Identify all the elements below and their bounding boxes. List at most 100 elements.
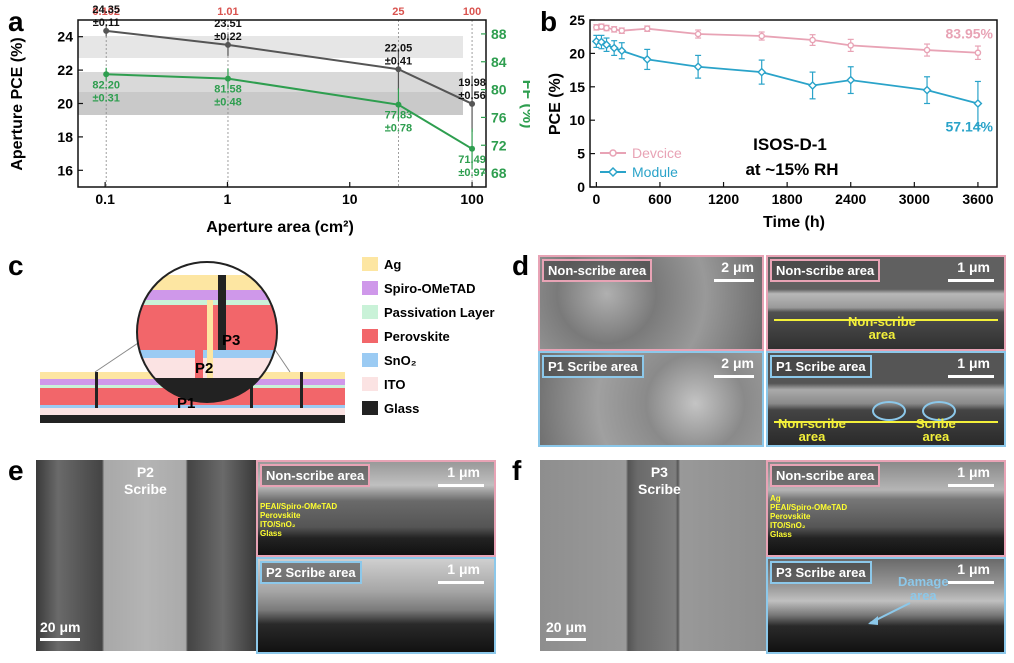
sem-e-nonscribe: Non-scribe area 1 μm PEAI/Spiro-OMeTAD Pe…	[256, 460, 496, 557]
sem-e-main: P2 Scribe 20 μm	[36, 460, 256, 651]
sem-d-tl-scale: 2 μm	[721, 259, 754, 275]
sem-d-p1-crosssection: P1 Scribe area 1 μm Non-scribe area Scrib…	[766, 351, 1006, 447]
sem-e-bottom-label: P2 Scribe area	[260, 561, 362, 584]
chart-a-xlabel: Aperture area (cm²)	[206, 219, 354, 236]
p3-label: P3	[222, 332, 240, 349]
legend-label: Ag	[384, 257, 401, 272]
b-point	[603, 24, 610, 32]
a-ytick-right-label: 68	[491, 165, 507, 181]
damage-arrow	[868, 602, 911, 625]
legend-label: Spiro-OMeTAD	[384, 281, 475, 296]
b-ytick-label: 0	[577, 179, 585, 195]
a-point	[395, 101, 402, 108]
sem-d-p1-topview: P1 Scribe area 2 μm	[538, 351, 764, 447]
a-data-label: 24.35 ±0.11	[92, 4, 120, 29]
b-end-label-1: 57.14%	[946, 119, 994, 135]
legend-label: SnO₂	[384, 353, 417, 368]
b-xtick-label: 3600	[962, 191, 993, 207]
b-xtick-label: 1200	[708, 191, 739, 207]
sem-e-layer-labels: PEAI/Spiro-OMeTAD Perovskite ITO/SnO₂ Glass	[260, 502, 338, 538]
sem-f-bottom-scale: 1 μm	[957, 561, 990, 577]
glass-layer	[40, 415, 345, 423]
b-point	[643, 25, 651, 32]
a-ytick-right-label: 72	[491, 137, 507, 153]
legend-swatch	[362, 281, 378, 295]
sem-f-bottom-label: P3 Scribe area	[770, 561, 872, 584]
chart-a-aperture-pce-ff: 0.102 1.01 25 100 0.1 1 10 100 16 18 20 22 24 68 72 76 8…	[9, 4, 530, 236]
a-ytick-right-label: 80	[491, 82, 507, 98]
sem-e-top-label: Non-scribe area	[260, 464, 371, 487]
panel-label-a: a	[8, 6, 24, 37]
sem-e-top-scale: 1 μm	[447, 464, 480, 480]
legend-module-label: Module	[632, 164, 678, 180]
legend-label: Perovskite	[384, 329, 450, 344]
sem-e-main-scale: 20 μm	[40, 619, 81, 635]
chart-b-annotation-line2: at ~15% RH	[745, 160, 838, 179]
b-point	[694, 30, 702, 38]
b-series-line-1	[596, 40, 979, 105]
b-point	[602, 40, 612, 50]
sem-d-bl-scalebar	[714, 375, 754, 378]
b-point	[596, 37, 606, 47]
a-point	[103, 27, 110, 34]
sno2-layer	[40, 405, 345, 408]
b-series-line-0	[596, 25, 978, 54]
b-point	[642, 54, 652, 64]
sem-e-top-scalebar	[438, 484, 484, 487]
b-point	[922, 85, 932, 95]
a-series-line-left	[106, 29, 473, 105]
legend-swatch	[362, 377, 378, 391]
p2-label: P2	[195, 360, 213, 377]
scribe-line-3	[300, 372, 303, 408]
sem-e-p2scribe: P2 Scribe area 1 μm	[256, 557, 496, 654]
sem-d-tr-scalebar	[948, 279, 994, 282]
ito-layer	[40, 408, 345, 415]
zoom-lens	[137, 262, 277, 402]
legend-label: Passivation Layer	[384, 305, 495, 320]
a-data-label: 82.20 ±0.31	[92, 79, 120, 104]
scribe-oval-2	[922, 401, 956, 421]
module-schematic: P3 P2 P1 Ag Spiro-OMeTAD Passivation Layer…	[40, 257, 495, 423]
sem-d-nonscribe-topview: Non-scribe area 2 μm	[538, 255, 764, 351]
legend-swatch	[362, 305, 378, 319]
b-point	[617, 46, 627, 56]
sem-d-tr-annot: Non-scribe area	[848, 314, 916, 342]
sem-d-tr-label: Non-scribe area	[770, 259, 881, 282]
sem-d-br-label: P1 Scribe area	[770, 355, 872, 378]
b-point	[598, 23, 605, 30]
a-xtick-label: 100	[460, 191, 484, 207]
legend-swatch	[362, 257, 378, 271]
b-ytick-label: 20	[569, 45, 585, 61]
b-ytick-label: 25	[569, 12, 585, 28]
b-point	[757, 67, 767, 77]
sem-f-main-scalebar	[546, 638, 586, 641]
sem-d-tr-arrow	[774, 319, 998, 321]
b-xtick-label: 2400	[835, 191, 866, 207]
legend-label: Glass	[384, 401, 419, 416]
a-data-label: 23.51 ±0.22	[214, 18, 242, 43]
b-point	[758, 32, 766, 40]
b-point	[808, 80, 818, 90]
sem-d-br-annot-left: Non-scribe area	[778, 416, 846, 444]
sem-d-br-scalebar	[948, 375, 994, 378]
sem-f-top-label: Non-scribe area	[770, 464, 881, 487]
b-point	[591, 36, 601, 46]
a-ytick-right-label: 88	[491, 26, 507, 42]
a-xtick-label: 0.1	[95, 191, 115, 207]
scribe-line-1	[95, 372, 98, 408]
a-xtick-label: 10	[342, 191, 358, 207]
chart-b-annotation-line1: ISOS-D-1	[753, 135, 827, 154]
chart-a-ylabel-right: FF (%)	[519, 80, 530, 129]
b-point	[618, 27, 626, 34]
b-ytick-label: 15	[569, 79, 585, 95]
legend-devcice-label: Devcice	[632, 145, 682, 161]
legend-swatch	[362, 329, 378, 343]
sem-f-main: P3 Scribe 20 μm	[540, 460, 766, 651]
legend-label: ITO	[384, 377, 405, 392]
chart-a-ylabel-left: Aperture PCE (%)	[9, 37, 26, 170]
b-point	[846, 75, 856, 85]
b-point	[923, 46, 931, 54]
legend-swatch	[362, 353, 378, 367]
shade-band-bottom	[78, 92, 463, 115]
b-point	[593, 24, 600, 31]
